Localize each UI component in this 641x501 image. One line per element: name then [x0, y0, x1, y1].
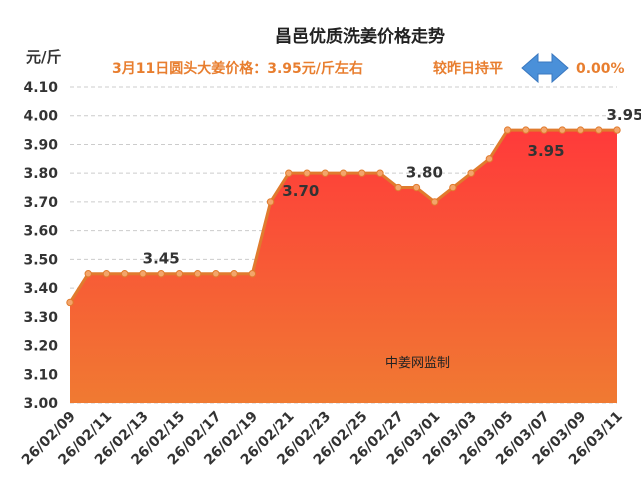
y-tick-label: 3.00	[23, 396, 58, 412]
data-point	[303, 169, 311, 177]
data-point	[339, 169, 348, 177]
data-point	[175, 270, 184, 278]
data-point	[540, 126, 548, 134]
double-arrow-icon	[521, 52, 569, 84]
data-point	[576, 126, 585, 134]
data-point	[430, 198, 439, 206]
y-tick-label: 3.10	[23, 367, 58, 383]
data-label: 3.95	[528, 142, 565, 160]
data-point	[212, 270, 220, 278]
data-point	[358, 169, 366, 177]
data-point	[394, 183, 402, 192]
data-point	[595, 126, 603, 134]
data-point	[412, 183, 421, 192]
data-point	[193, 270, 202, 278]
y-tick-label: 3.30	[23, 310, 58, 326]
data-point	[376, 169, 384, 177]
y-tick-label: 3.50	[23, 252, 58, 268]
data-label: 3.45	[143, 250, 180, 268]
data-point	[266, 198, 275, 206]
data-label: 3.70	[282, 182, 319, 200]
data-point	[230, 270, 238, 278]
chart-title: 昌邑优质洗姜价格走势	[275, 26, 445, 47]
data-point	[248, 270, 257, 278]
data-point	[522, 126, 530, 134]
data-point	[84, 270, 92, 278]
watermark: 中姜网监制	[385, 356, 450, 371]
change-value: 0.00%	[576, 61, 625, 77]
y-tick-label: 3.60	[23, 224, 58, 240]
data-point	[558, 126, 566, 134]
y-tick-label: 3.40	[23, 281, 58, 297]
data-label: 3.80	[406, 164, 443, 182]
y-tick-label: 3.70	[23, 195, 58, 211]
data-point	[321, 169, 329, 177]
data-point	[157, 270, 165, 278]
chart-subtitle: 3月11日圆头大姜价格：3.95元/斤左右	[112, 60, 363, 77]
data-point	[121, 270, 129, 278]
price-area	[70, 130, 617, 403]
y-tick-label: 3.20	[23, 339, 58, 355]
y-tick-label: 4.10	[23, 80, 58, 96]
data-point	[66, 298, 74, 307]
data-point	[102, 270, 111, 278]
data-point	[449, 183, 457, 192]
y-tick-label: 3.80	[23, 166, 58, 182]
change-label: 较昨日持平	[433, 60, 503, 77]
y-tick-label: 4.00	[23, 109, 58, 125]
data-label: 3.95	[606, 106, 641, 124]
data-point	[467, 169, 475, 177]
y-axis-unit-label: 元/斤	[26, 48, 61, 66]
data-point	[285, 169, 293, 177]
data-point	[485, 155, 494, 163]
y-tick-label: 3.90	[23, 137, 58, 153]
data-point	[613, 126, 621, 134]
data-point	[503, 126, 512, 134]
data-point	[139, 270, 147, 278]
